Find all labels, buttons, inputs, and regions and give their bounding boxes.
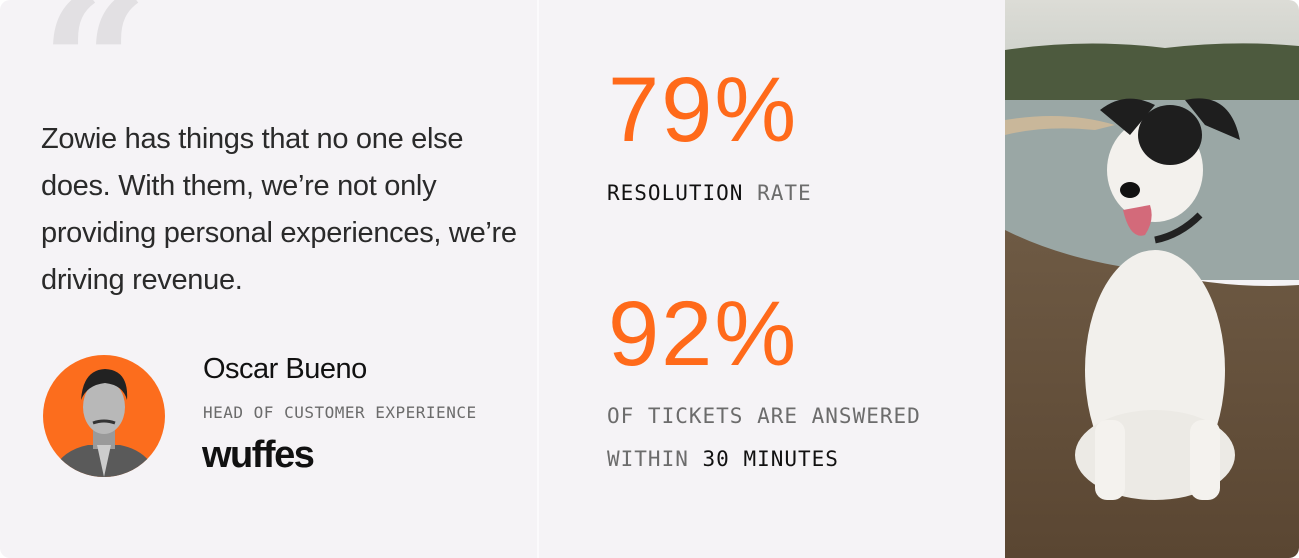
label-dark: RESOLUTION (607, 181, 744, 205)
stat-resolution-label: RESOLUTION RATE (607, 172, 812, 215)
label-dark: 30 MINUTES (702, 447, 839, 471)
label-light: WITHIN (607, 447, 689, 471)
divider (537, 0, 539, 558)
label-line1: OF TICKETS ARE ANSWERED (607, 404, 921, 428)
company-logo: wuffes (202, 434, 315, 476)
avatar (43, 355, 165, 477)
quote-mark-icon: “ (40, 0, 150, 176)
stat-tickets-label: OF TICKETS ARE ANSWERED WITHIN 30 MINUTE… (607, 395, 921, 481)
dog-photo (1005, 0, 1299, 558)
label-light: RATE (757, 181, 812, 205)
author-role: HEAD OF CUSTOMER EXPERIENCE (203, 403, 477, 422)
author-name: Oscar Bueno (203, 353, 367, 385)
stat-resolution-value: 79% (608, 59, 799, 161)
stat-tickets-value: 92% (608, 283, 799, 385)
testimonial-quote: Zowie has things that no one else does. … (41, 123, 517, 296)
